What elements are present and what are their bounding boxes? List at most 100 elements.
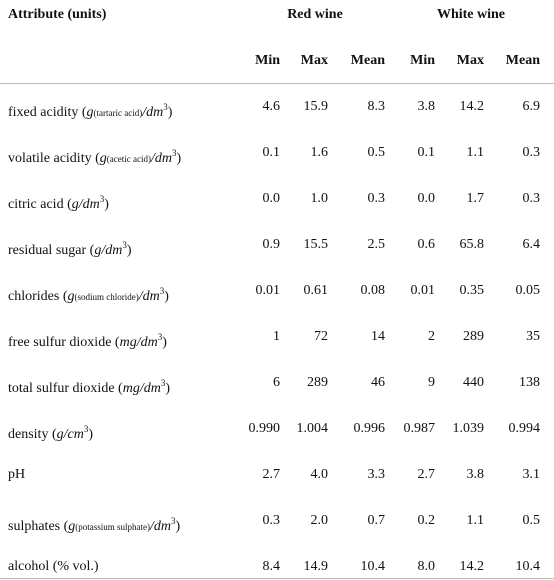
column-header: Mean [505, 53, 540, 68]
label-part: 3 [171, 148, 177, 158]
cell-value: 3.1 [522, 467, 541, 482]
label-part: g/cm [56, 427, 84, 442]
label-part: 3 [160, 378, 166, 388]
cell-value: 0.6 [417, 237, 436, 252]
label-part: 3 [171, 516, 176, 526]
cell-value: 10.4 [360, 559, 386, 574]
column-header: Mean [350, 53, 385, 68]
row-label: residual sugar (g/dm3) [8, 236, 131, 260]
column-header: Max [300, 53, 328, 68]
cell-value: 15.9 [303, 99, 329, 114]
label-part: 3 [159, 286, 165, 296]
cell-value: 3.8 [417, 99, 436, 114]
cell-value: 1.039 [452, 421, 485, 436]
cell-value: 6.9 [522, 99, 541, 114]
cell-value: 8.3 [367, 99, 386, 114]
cell-value: 0.3 [262, 513, 281, 528]
cell-value: 46 [371, 375, 385, 390]
label-part: ) [88, 427, 93, 442]
label-part: ) [167, 105, 173, 120]
cell-value: 1.1 [466, 513, 485, 528]
cell-value: 0.08 [360, 283, 386, 298]
row-label: free sulfur dioxide (mg/dm3) [8, 328, 167, 352]
label-part: ) [104, 197, 109, 212]
cell-value: 289 [463, 329, 484, 344]
cell-value: 6.4 [522, 237, 541, 252]
cell-value: 0.0 [262, 191, 281, 206]
cell-value: 3.8 [466, 467, 485, 482]
cell-value: 440 [463, 375, 484, 390]
label-part: free sulfur dioxide ( [8, 335, 120, 350]
label-part: g [68, 519, 76, 534]
cell-value: 0.5 [367, 145, 386, 160]
column-header: Min [410, 53, 435, 68]
cell-value: 1.1 [466, 145, 485, 160]
label-part: (sodium chloride) [74, 292, 139, 302]
cell-value: 9 [428, 375, 435, 390]
cell-value: 0.01 [410, 283, 436, 298]
column-header: Min [255, 53, 280, 68]
cell-value: 1.7 [466, 191, 485, 206]
label-part: sulphates ( [8, 519, 69, 534]
cell-value: 0.3 [367, 191, 386, 206]
label-part: /dm [142, 105, 164, 120]
label-part: g/dm [71, 197, 100, 212]
cell-value: 0.990 [248, 421, 281, 436]
cell-value: 8.4 [262, 559, 281, 574]
cell-value: 1.004 [296, 421, 329, 436]
row-label: pH [8, 466, 25, 484]
cell-value: 2.5 [367, 237, 386, 252]
cell-value: 35 [526, 329, 540, 344]
cell-value: 8.0 [417, 559, 436, 574]
cell-value: 2.0 [310, 513, 329, 528]
cell-value: 0.1 [417, 145, 436, 160]
label-part: ) [162, 335, 167, 350]
label-part: /dm [138, 289, 160, 304]
cell-value: 0.01 [255, 283, 281, 298]
cell-value: 0.0 [417, 191, 436, 206]
label-part: (potassium sulphate) [75, 522, 151, 532]
label-part: residual sugar ( [8, 243, 95, 258]
label-part: g/dm [94, 243, 123, 258]
label-part: alcohol (% vol.) [8, 559, 99, 574]
cell-value: 14 [371, 329, 385, 344]
cell-value: 10.4 [515, 559, 541, 574]
cell-value: 14.2 [459, 99, 485, 114]
cell-value: 65.8 [459, 237, 485, 252]
label-part: (tartaric acid) [93, 108, 143, 118]
cell-value: 1.6 [310, 145, 329, 160]
label-part: ) [165, 381, 170, 396]
cell-value: 2.7 [262, 467, 281, 482]
bottom-rule [0, 578, 554, 579]
cell-value: 14.9 [303, 559, 329, 574]
cell-value: 2.7 [417, 467, 436, 482]
label-part: (acetic acid) [106, 154, 151, 164]
cell-value: 0.987 [403, 421, 436, 436]
label-part: ) [126, 243, 132, 258]
row-label: density (g/cm3) [8, 420, 93, 444]
cell-value: 0.3 [522, 145, 541, 160]
cell-value: 72 [314, 329, 328, 344]
cell-value: 138 [519, 375, 540, 390]
cell-value: 0.3 [522, 191, 541, 206]
label-part: /dm [150, 519, 172, 534]
label-part: chlorides ( [8, 289, 68, 304]
label-part: volatile acidity ( [8, 151, 100, 166]
label-part: mg/dm [122, 381, 161, 396]
label-part: pH [8, 467, 26, 482]
cell-value: 0.7 [367, 513, 386, 528]
group-header: White wine [436, 7, 506, 22]
cell-value: 4.0 [310, 467, 329, 482]
label-part: /dm [150, 151, 172, 166]
cell-value: 0.1 [262, 145, 281, 160]
label-part: 3 [99, 194, 105, 204]
label-part: citric acid ( [8, 197, 72, 212]
label-part: ) [164, 289, 169, 304]
label-part: g [67, 289, 75, 304]
row-label: alcohol (% vol.) [8, 558, 99, 576]
cell-value: 4.6 [262, 99, 281, 114]
row-label: total sulfur dioxide (mg/dm3) [8, 374, 170, 398]
cell-value: 3.3 [367, 467, 386, 482]
label-part: g [86, 105, 94, 120]
